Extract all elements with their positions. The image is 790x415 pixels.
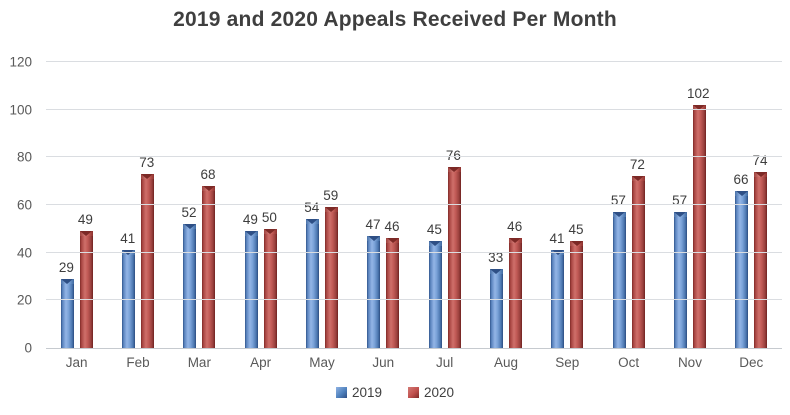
legend-item-2020: 2020 [408, 385, 454, 400]
legend-label-2020: 2020 [424, 385, 455, 400]
bar-value-label: 74 [752, 152, 768, 168]
legend-label-2019: 2019 [351, 385, 382, 400]
bar-value-label: 49 [242, 212, 258, 228]
bar-value-label: 41 [549, 231, 565, 247]
x-axis: Jan Feb Mar Apr May Jun Jul Aug Sep Oct Nov Dec [46, 355, 782, 370]
x-axis-label-sep: Sep [555, 355, 580, 370]
bar-value-label: 73 [139, 155, 155, 171]
y-axis-tick-label: 60 [16, 197, 32, 213]
x-axis-label-jul: Jul [436, 355, 454, 370]
bar-2020-apr: 50 [262, 210, 277, 348]
bar-2019-feb: 41 [120, 231, 135, 348]
y-axis-tick-label: 40 [16, 245, 32, 261]
bar-2019-oct: 57 [611, 193, 626, 348]
month-group-jul: 45 76 [414, 62, 475, 348]
bar-2019-sep: 41 [550, 231, 565, 348]
gridline [46, 299, 782, 301]
bar-2020-jan: 49 [78, 212, 93, 348]
x-axis-label-dec: Dec [739, 355, 764, 370]
bar-value-label: 46 [384, 219, 400, 235]
bar-2019-mar: 52 [182, 205, 197, 348]
legend-item-2019: 2019 [335, 385, 382, 400]
bar-value-label: 76 [446, 148, 461, 163]
month-group-dec: 66 74 [721, 62, 782, 348]
gridline [46, 108, 782, 110]
chart-title: 2019 and 2020 Appeals Received Per Month [173, 8, 617, 31]
gridline [46, 61, 782, 62]
bar-2020-jun: 46 [385, 219, 400, 348]
bar-value-label: 46 [507, 219, 523, 235]
month-group-aug: 33 46 [475, 62, 536, 348]
x-axis-label-oct: Oct [618, 355, 640, 370]
x-axis-label-jun: Jun [372, 355, 395, 370]
month-group-jan: 29 49 [46, 62, 107, 348]
bar-value-label: 59 [323, 188, 339, 204]
month-group-may: 54 59 [291, 62, 352, 348]
month-group-jun: 47 46 [353, 62, 414, 348]
bar-value-label: 57 [610, 193, 626, 209]
y-axis: 0 20 40 60 80 100 120 [0, 55, 40, 356]
bar-2020-aug: 46 [507, 219, 522, 348]
bar-2020-sep: 45 [569, 222, 584, 348]
bar-value-label: 54 [304, 200, 320, 216]
bar-value-label: 45 [568, 221, 584, 237]
bar-2020-mar: 68 [201, 167, 216, 348]
bar-value-label: 102 [687, 85, 710, 101]
month-group-nov: 57 102 [659, 62, 720, 348]
bar-2020-oct: 72 [630, 157, 645, 348]
legend-swatch-2019 [335, 387, 347, 398]
x-axis-label-jan: Jan [65, 355, 88, 370]
bar-2019-jul: 45 [427, 222, 442, 348]
gridline [46, 251, 782, 253]
plot-area: 2949417352684950545947464576334641455772… [46, 61, 782, 349]
month-group-feb: 41 73 [107, 62, 168, 348]
y-axis-tick-label: 0 [24, 340, 32, 356]
bar-value-label: 45 [426, 221, 442, 237]
x-axis-label-nov: Nov [677, 355, 702, 370]
legend-swatch-2020 [408, 387, 419, 398]
bar-2020-feb: 73 [139, 155, 154, 348]
bar-2019-nov: 57 [672, 193, 687, 348]
y-axis-tick-label: 100 [9, 102, 32, 118]
bar-value-label: 50 [261, 209, 277, 225]
month-group-sep: 41 45 [537, 62, 598, 348]
bar-2019-apr: 49 [243, 212, 258, 348]
y-axis-tick-label: 20 [16, 292, 32, 308]
gridline [46, 204, 782, 205]
bar-value-label: 47 [365, 216, 381, 232]
y-axis-tick-label: 80 [16, 149, 32, 165]
bar-value-label: 57 [672, 193, 688, 209]
x-axis-label-feb: Feb [126, 355, 150, 370]
bar-2020-nov: 102 [687, 86, 710, 348]
bar-2020-may: 59 [323, 188, 338, 348]
x-axis-label-mar: Mar [187, 355, 211, 370]
bar-groups: 2949417352684950545947464576334641455772… [46, 62, 782, 348]
bar-value-label: 52 [181, 205, 197, 221]
y-axis-tick-label: 120 [9, 54, 32, 70]
bar-2020-dec: 74 [752, 153, 768, 348]
bar-value-label: 68 [200, 166, 216, 182]
month-group-mar: 52 68 [169, 62, 230, 348]
bar-value-label: 29 [58, 259, 74, 275]
x-axis-label-may: May [309, 355, 335, 370]
bar-2019-jan: 29 [59, 260, 74, 348]
month-group-oct: 57 72 [598, 62, 659, 348]
bar-2019-jun: 47 [366, 217, 381, 348]
gridline [46, 156, 782, 158]
x-axis-label-apr: Apr [250, 355, 272, 370]
bar-2019-may: 54 [304, 200, 319, 348]
bar-2019-aug: 33 [488, 250, 503, 348]
bar-value-label: 49 [77, 212, 93, 228]
month-group-apr: 49 50 [230, 62, 291, 348]
legend: 2019 2020 [0, 385, 790, 400]
bar-2019-dec: 66 [733, 172, 749, 348]
bar-value-label: 41 [120, 231, 136, 247]
bar-value-label: 72 [629, 157, 645, 173]
x-axis-label-aug: Aug [493, 355, 518, 370]
bar-value-label: 33 [488, 250, 504, 266]
bar-value-label: 66 [733, 171, 749, 187]
bar-2020-jul: 76 [446, 148, 461, 348]
